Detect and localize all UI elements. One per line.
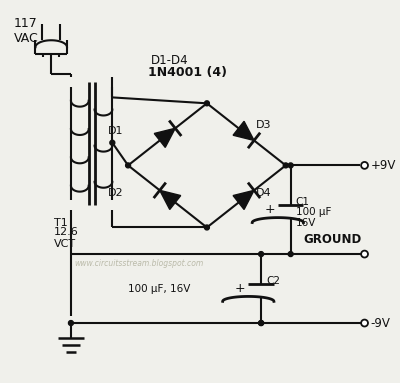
Text: 16V: 16V bbox=[296, 218, 316, 228]
Text: D1-D4: D1-D4 bbox=[151, 54, 188, 67]
Text: 117
VAC: 117 VAC bbox=[14, 16, 38, 44]
Polygon shape bbox=[233, 121, 254, 141]
Circle shape bbox=[283, 163, 288, 168]
Circle shape bbox=[204, 225, 209, 230]
Text: +9V: +9V bbox=[370, 159, 396, 172]
Circle shape bbox=[361, 319, 368, 326]
Circle shape bbox=[288, 163, 293, 168]
Circle shape bbox=[259, 321, 264, 326]
Circle shape bbox=[204, 101, 209, 106]
Text: D4: D4 bbox=[256, 188, 272, 198]
Circle shape bbox=[361, 162, 368, 169]
Polygon shape bbox=[160, 190, 181, 210]
Circle shape bbox=[68, 321, 74, 326]
Polygon shape bbox=[154, 128, 175, 147]
Text: D3: D3 bbox=[256, 120, 272, 130]
Circle shape bbox=[126, 163, 130, 168]
Text: D1: D1 bbox=[108, 126, 123, 136]
Text: C2: C2 bbox=[266, 276, 280, 286]
Text: D2: D2 bbox=[108, 188, 123, 198]
Text: 1N4001 (4): 1N4001 (4) bbox=[148, 66, 227, 79]
Text: +: + bbox=[264, 203, 275, 216]
Text: T1: T1 bbox=[54, 218, 68, 228]
Circle shape bbox=[361, 250, 368, 257]
Text: 100 μF: 100 μF bbox=[296, 207, 331, 217]
Text: GROUND: GROUND bbox=[304, 233, 362, 246]
Circle shape bbox=[288, 252, 293, 257]
Circle shape bbox=[259, 321, 264, 326]
Text: -9V: -9V bbox=[370, 316, 390, 329]
Text: 12.6
VCT: 12.6 VCT bbox=[54, 228, 79, 249]
Text: 100 μF, 16V: 100 μF, 16V bbox=[128, 283, 190, 293]
Text: www.circuitsstream.blogspot.com: www.circuitsstream.blogspot.com bbox=[74, 259, 203, 268]
Circle shape bbox=[259, 252, 264, 257]
Text: C1: C1 bbox=[296, 197, 310, 207]
Text: +: + bbox=[235, 282, 245, 295]
Polygon shape bbox=[233, 190, 254, 210]
Circle shape bbox=[110, 140, 115, 145]
